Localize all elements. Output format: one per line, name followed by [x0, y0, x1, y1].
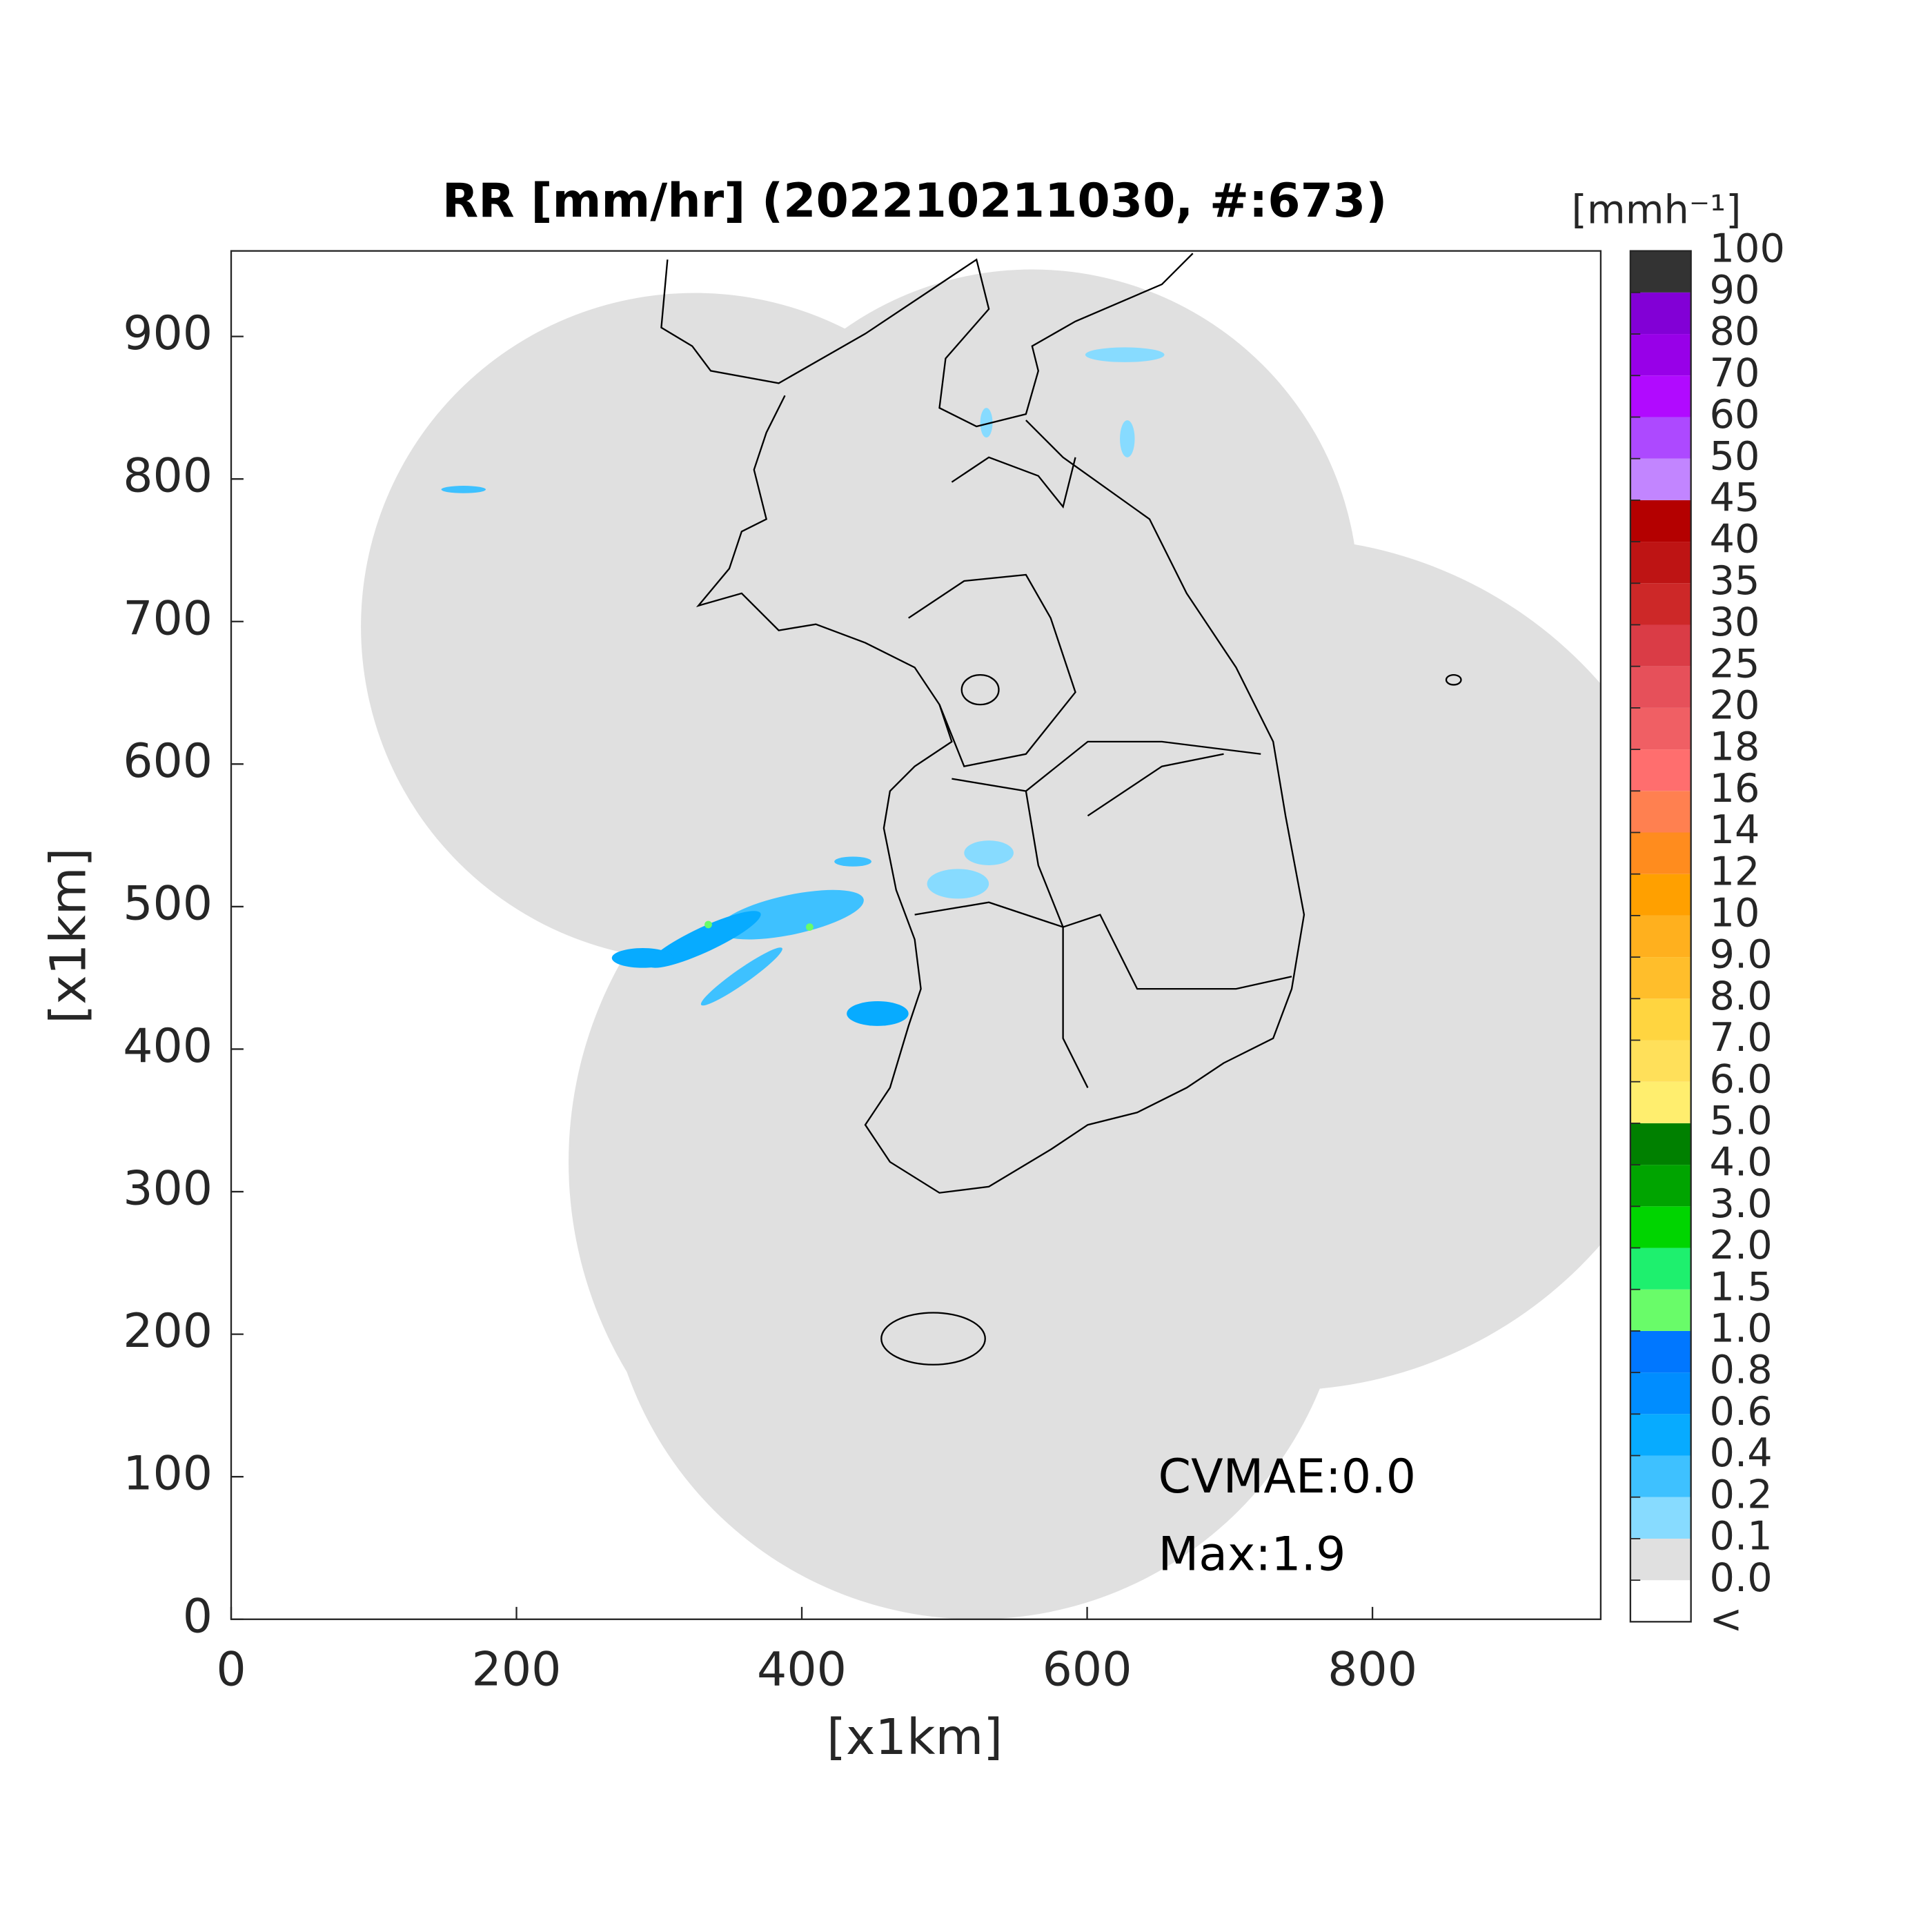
colorbar-label: 4.0 — [1710, 1139, 1773, 1185]
annotation: CVMAE:0.0 — [1159, 1450, 1417, 1504]
y-tick-label: 900 — [123, 306, 213, 361]
colorbar-label: 50 — [1710, 433, 1760, 479]
colorbar-label: 10 — [1710, 890, 1760, 936]
colorbar-title: [mmh⁻¹] — [1572, 187, 1742, 233]
x-axis-label: [x1km] — [827, 1708, 1003, 1766]
colorbar-segment — [1630, 624, 1691, 667]
x-tick-label: 600 — [1043, 1642, 1132, 1697]
colorbar-segment — [1630, 1580, 1691, 1622]
colorbar-label: 70 — [1710, 350, 1760, 396]
colorbar-label: 1.0 — [1710, 1305, 1773, 1352]
plot-frame — [230, 250, 1602, 1620]
colorbar-segment — [1630, 1289, 1691, 1331]
colorbar-label: 0.6 — [1710, 1388, 1773, 1435]
x-tick-label: 200 — [472, 1642, 562, 1697]
colorbar-segment — [1630, 707, 1691, 750]
colorbar-segment — [1630, 1165, 1691, 1207]
y-tick-label: 200 — [123, 1304, 213, 1359]
colorbar-label: 1.5 — [1710, 1263, 1773, 1310]
colorbar-segment — [1630, 832, 1691, 874]
colorbar-label: 5.0 — [1710, 1098, 1773, 1144]
colorbar-segment — [1630, 1372, 1691, 1414]
colorbar-segment — [1630, 957, 1691, 999]
colorbar-segment — [1630, 1081, 1691, 1123]
colorbar-segment — [1630, 749, 1691, 791]
colorbar-segment — [1630, 1414, 1691, 1456]
y-tick-label: 600 — [123, 734, 213, 789]
colorbar-segment — [1630, 1040, 1691, 1082]
colorbar-frame — [1629, 250, 1692, 1623]
colorbar-label: 7.0 — [1710, 1014, 1773, 1061]
colorbar-segment — [1630, 500, 1691, 542]
colorbar-label: 6.0 — [1710, 1056, 1773, 1102]
coastline — [660, 253, 1462, 1366]
colorbar-segment — [1630, 375, 1691, 417]
x-tick-label: 800 — [1328, 1642, 1417, 1697]
colorbar-label: 14 — [1710, 807, 1760, 853]
colorbar-label: 16 — [1710, 765, 1760, 811]
y-tick-label: 100 — [123, 1447, 213, 1501]
colorbar-label: 0.8 — [1710, 1347, 1773, 1393]
colorbar-segment — [1630, 1538, 1691, 1581]
colorbar-segment — [1630, 458, 1691, 500]
colorbar-segment — [1630, 583, 1691, 625]
colorbar-segment — [1630, 250, 1691, 293]
colorbar-label: 2.0 — [1710, 1222, 1773, 1268]
y-tick-label: 400 — [123, 1019, 213, 1074]
colorbar-label: 3.0 — [1710, 1181, 1773, 1227]
colorbar-segment — [1630, 1248, 1691, 1290]
y-tick-label: 700 — [123, 591, 213, 646]
colorbar-segment — [1630, 292, 1691, 335]
colorbar-label: 0.4 — [1710, 1430, 1773, 1476]
colorbar-segment — [1630, 1206, 1691, 1248]
y-tick-label: 500 — [123, 876, 213, 931]
map — [361, 253, 1601, 1619]
colorbar-segment — [1630, 998, 1691, 1041]
chart-title: RR [mm/hr] (202210211030, #:673) — [442, 174, 1388, 228]
colorbar-label: 60 — [1710, 391, 1760, 437]
colorbar-segment — [1630, 1455, 1691, 1497]
colorbar-segment — [1630, 1123, 1691, 1165]
colorbar-segment — [1630, 915, 1691, 958]
colorbar-segment — [1630, 334, 1691, 376]
colorbar-label: < — [1710, 1596, 1743, 1642]
colorbar-label: 45 — [1710, 475, 1760, 521]
colorbar-label: 0.2 — [1710, 1471, 1773, 1517]
colorbar-label: 90 — [1710, 266, 1760, 313]
colorbar-segment — [1630, 1330, 1691, 1373]
colorbar-label: 0.0 — [1710, 1555, 1773, 1601]
colorbar-label: 0.1 — [1710, 1513, 1773, 1559]
x-tick-label: 400 — [757, 1642, 847, 1697]
y-tick-label: 300 — [123, 1162, 213, 1216]
colorbar-label: 100 — [1710, 225, 1785, 271]
annotation: Max:1.9 — [1159, 1528, 1346, 1582]
colorbar-label: 8.0 — [1710, 973, 1773, 1019]
colorbar-label: 30 — [1710, 599, 1760, 645]
colorbar-segment — [1630, 874, 1691, 916]
x-tick-label: 0 — [216, 1642, 246, 1697]
colorbar-label: 25 — [1710, 640, 1760, 687]
colorbar-label: 9.0 — [1710, 931, 1773, 978]
colorbar-label: 12 — [1710, 848, 1760, 894]
y-tick-label: 0 — [183, 1589, 213, 1644]
colorbar-segment — [1630, 666, 1691, 708]
colorbar-label: 80 — [1710, 308, 1760, 355]
colorbar-segment — [1630, 542, 1691, 584]
colorbar-segment — [1630, 417, 1691, 459]
y-axis-label: [x1km] — [39, 848, 97, 1024]
colorbar-label: 40 — [1710, 516, 1760, 562]
y-tick-label: 800 — [123, 449, 213, 504]
colorbar-label: 20 — [1710, 682, 1760, 729]
precipitation — [441, 347, 1165, 1026]
colorbar-label: 35 — [1710, 558, 1760, 604]
colorbar-segment — [1630, 791, 1691, 833]
colorbar-segment — [1630, 1497, 1691, 1539]
colorbar-label: 18 — [1710, 724, 1760, 770]
